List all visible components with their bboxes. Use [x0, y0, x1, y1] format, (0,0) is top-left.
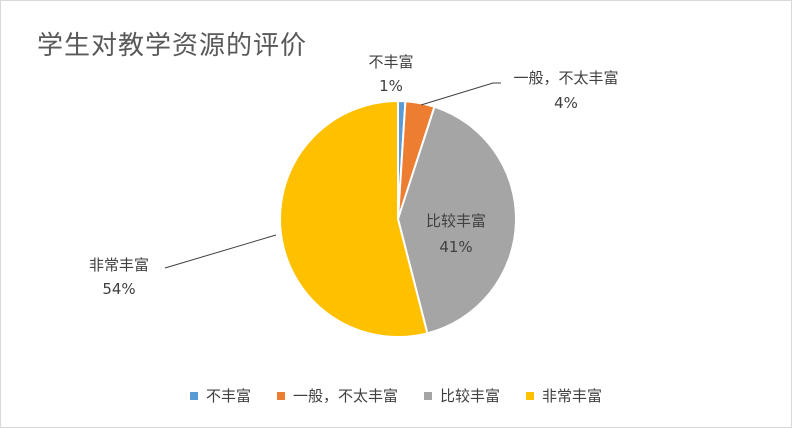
data-label-percent: 54%: [102, 280, 135, 298]
legend-label: 不丰富: [205, 387, 251, 405]
legend-swatch: [276, 391, 285, 400]
legend-item: 一般，不太丰富: [276, 385, 398, 406]
legend-item: 比较丰富: [424, 385, 500, 406]
legend-item: 不丰富: [189, 385, 251, 406]
leader-line: [420, 82, 501, 106]
chart-legend: 不丰富 一般，不太丰富 比较丰富 非常丰富: [1, 385, 791, 406]
legend-label: 比较丰富: [440, 387, 501, 405]
data-label-category: 一般，不太丰富: [513, 69, 618, 87]
pie-slice: [396, 105, 517, 335]
data-label-category: 比较丰富: [426, 212, 486, 230]
legend-label: 一般，不太丰富: [292, 387, 398, 405]
chart-title: 学生对教学资源的评价: [37, 31, 308, 61]
legend-swatch: [424, 391, 432, 400]
legend-swatch: [526, 391, 535, 400]
legend-swatch: [189, 391, 198, 400]
pie-slice: [279, 99, 429, 338]
data-label-percent: 41%: [439, 238, 472, 256]
leader-line: [164, 234, 277, 269]
data-label-percent: 1%: [379, 77, 403, 95]
data-label-category: 非常丰富: [89, 256, 149, 274]
data-label-category: 不丰富: [368, 53, 413, 71]
data-label-percent: 4%: [554, 94, 578, 112]
legend-label: 非常丰富: [542, 387, 603, 405]
legend-item: 非常丰富: [526, 385, 602, 406]
